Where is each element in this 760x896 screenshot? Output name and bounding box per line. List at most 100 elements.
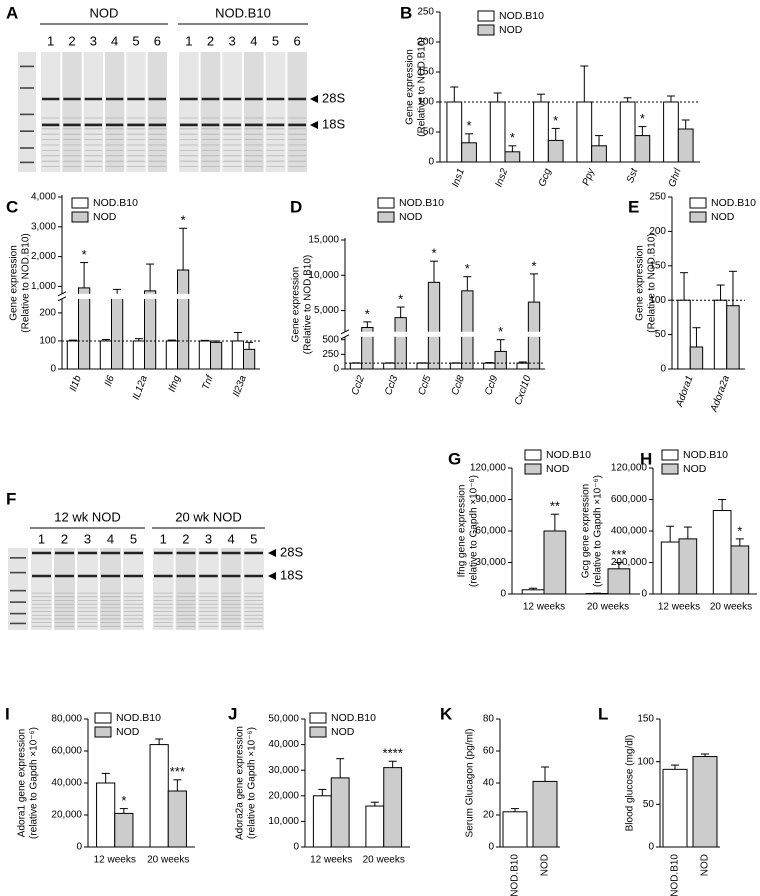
significance-label: *	[365, 306, 370, 321]
axis-break-mark	[340, 334, 350, 340]
legend-label: NOD.B10	[93, 197, 138, 209]
legend-swatch	[661, 449, 679, 461]
x-tick-label: NOD.B10	[510, 854, 521, 896]
panel-letter: B	[400, 3, 412, 22]
y-tick-label: 20,000	[51, 810, 82, 821]
lane-number: 4	[107, 531, 114, 546]
y-tick-label: 250	[322, 349, 339, 360]
axis-break-mark	[57, 296, 67, 302]
panel-letter: L	[598, 704, 608, 723]
bar	[494, 350, 507, 370]
bar	[312, 795, 332, 848]
legend-swatch	[71, 197, 89, 209]
bar	[678, 538, 698, 595]
y-axis-label: Adora2a gene expression	[235, 726, 246, 840]
legend-swatch	[377, 197, 395, 209]
legend-label: NOD.B10	[331, 712, 376, 724]
gel-lane	[265, 52, 286, 172]
gel-lane	[31, 548, 52, 630]
bar	[607, 568, 631, 595]
x-tick-label: 12 weeks	[523, 602, 565, 613]
y-tick-label: 60	[483, 746, 495, 757]
x-tick-label: Ifng	[167, 374, 183, 394]
legend-label: NOD	[399, 211, 423, 223]
significance-label: *	[467, 118, 472, 133]
bar	[96, 782, 116, 848]
panel-letter: I	[5, 704, 10, 723]
y-tick-label: 2,000	[31, 251, 56, 262]
bar	[132, 340, 145, 370]
x-tick-label: Ins2	[493, 167, 510, 189]
gel-lane	[123, 548, 144, 630]
y-tick-label: 50	[655, 329, 667, 340]
bar	[533, 101, 549, 163]
bar	[489, 101, 506, 163]
bar	[516, 362, 529, 370]
legend-swatch	[524, 449, 542, 461]
y-axis-label: Gene expression	[635, 245, 646, 321]
significance-label: *	[82, 247, 87, 262]
significance-label: *	[398, 291, 403, 306]
significance-label: ***	[170, 764, 185, 779]
gel-lane	[243, 548, 264, 630]
y-tick-label: 250	[649, 192, 666, 203]
y-axis-label: (relative to Gapdh ×10⁻⁶)	[29, 727, 40, 839]
gel-group-label: 12 wk NOD	[54, 509, 120, 524]
y-tick-label: 50	[423, 127, 435, 138]
y-tick-label: 100	[417, 97, 434, 108]
lane-number: 4	[227, 531, 234, 546]
y-tick-label: 3,000	[31, 221, 56, 232]
y-axis-label: Blood glucose (mg/dl)	[625, 735, 636, 832]
gel-lane	[153, 548, 174, 630]
band-label: 18S	[280, 567, 303, 582]
bar	[726, 305, 740, 370]
x-tick-label: 20 weeks	[363, 855, 405, 866]
gel-lane	[179, 52, 199, 172]
legend-swatch	[71, 211, 89, 223]
legend-swatch	[477, 24, 495, 36]
y-tick-label: 10,000	[268, 816, 299, 827]
lane-number: 5	[272, 33, 279, 48]
x-tick-label: Il23a	[231, 374, 249, 399]
y-tick-label: 15,000	[308, 235, 339, 246]
gel-lane	[222, 52, 242, 172]
y-tick-label: 0	[500, 589, 506, 600]
gel-group-label: 20 wk NOD	[175, 509, 241, 524]
y-tick-label: 4,000	[31, 192, 56, 203]
y-tick-label: 1,000	[31, 281, 56, 292]
bar	[330, 777, 350, 848]
y-tick-label: 0	[333, 364, 339, 375]
significance-label: *	[121, 793, 126, 808]
y-axis-label: (relative to Gapdh ×10⁻⁶)	[247, 727, 258, 839]
x-tick-label: Il1b	[68, 374, 84, 393]
axis-break-mark	[57, 291, 67, 297]
y-tick-label: 200	[39, 308, 56, 319]
legend-swatch	[689, 211, 707, 223]
y-tick-label: 120,000	[611, 463, 648, 474]
gel-lane	[220, 548, 242, 630]
legend-swatch	[94, 726, 112, 738]
x-tick-label: Ccl3	[383, 374, 400, 397]
y-tick-label: 200	[417, 37, 434, 48]
y-axis-label: Gene expression	[291, 267, 302, 343]
y-tick-label: 600,000	[611, 494, 648, 505]
y-tick-label: 40,000	[51, 778, 82, 789]
x-tick-label: NOD	[540, 854, 551, 876]
bar	[591, 145, 607, 163]
bar	[78, 287, 91, 370]
legend-swatch	[689, 197, 707, 209]
bar	[576, 101, 593, 163]
y-tick-label: 30,000	[475, 557, 506, 568]
panel-letter: G	[448, 449, 461, 468]
x-tick-label: Ghrl	[667, 166, 684, 188]
y-tick-label: 40	[483, 778, 495, 789]
panel-letter: A	[6, 3, 18, 22]
gel-lane	[126, 52, 146, 172]
bar	[730, 545, 750, 595]
y-tick-label: 400,000	[611, 526, 648, 537]
bar	[689, 346, 704, 370]
y-axis-label: (Relative to NOD.B10)	[303, 255, 314, 354]
band-arrow	[310, 95, 318, 103]
lane-number: 2	[182, 531, 189, 546]
lane-number: 4	[111, 33, 118, 48]
